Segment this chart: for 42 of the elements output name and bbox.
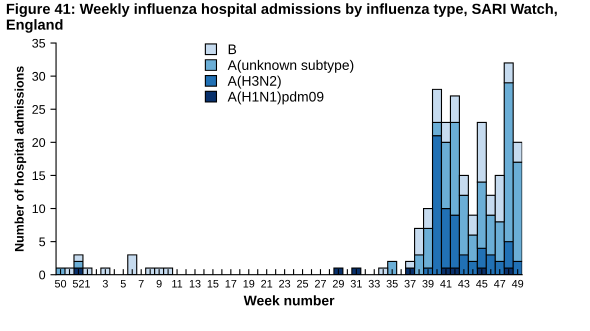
x-tick-label: 39: [422, 280, 434, 288]
x-tick-label: 9: [156, 280, 162, 288]
x-tick-label: 49: [512, 280, 524, 288]
x-tick-label: 1: [85, 280, 90, 288]
x-tick-label: 45: [476, 280, 488, 288]
y-tick-label: 0: [39, 270, 46, 280]
x-tick-label: 15: [208, 280, 218, 288]
x-tick-label: 13: [190, 280, 201, 288]
x-tick-label: 27: [314, 280, 326, 288]
x-tick-label: 31: [350, 280, 362, 288]
x-tick-label: 11: [172, 280, 182, 288]
x-tick-label: 33: [368, 280, 380, 288]
x-tick-label: 43: [458, 280, 470, 288]
y-tick-label: 25: [32, 105, 46, 114]
x-tick-label: 37: [404, 280, 416, 288]
x-tick-label: 3: [102, 280, 108, 288]
x-axis-title: Week number: [244, 295, 334, 306]
x-tick-label: 25: [297, 280, 308, 288]
y-tick-label: 15: [32, 171, 46, 180]
y-tick-label: 10: [32, 204, 46, 214]
x-tick-label: 17: [226, 280, 236, 288]
x-tick-label: 52: [72, 280, 84, 288]
x-tick-label: 21: [261, 280, 272, 288]
y-axis-title: Number of hospital admissions: [14, 66, 26, 252]
x-tick-label: 35: [386, 280, 398, 288]
x-tick-label: 5: [120, 280, 126, 288]
y-tick-label: 35: [32, 38, 46, 48]
legend-label: A(H3N2): [228, 76, 281, 89]
legend-label: B: [228, 44, 236, 54]
y-tick-label: 30: [32, 72, 46, 81]
x-tick-label: 29: [332, 280, 344, 288]
chart-title: Figure 41: Weekly influenza hospital admissions by influenza type, SARI Watch, England: [6, 3, 557, 33]
x-tick-label: 23: [279, 280, 290, 288]
x-tick-label: 7: [138, 280, 144, 288]
x-tick-label: 19: [244, 280, 254, 288]
legend-label: A(unknown subtype): [228, 60, 354, 73]
y-tick-label: 5: [39, 238, 46, 246]
legend-label: A(H1N1)pdm09: [228, 91, 324, 104]
x-tick-label: 47: [494, 280, 506, 288]
y-tick-label: 20: [32, 138, 46, 147]
x-tick-label: 50: [54, 280, 66, 288]
x-tick-label: 41: [440, 280, 452, 288]
